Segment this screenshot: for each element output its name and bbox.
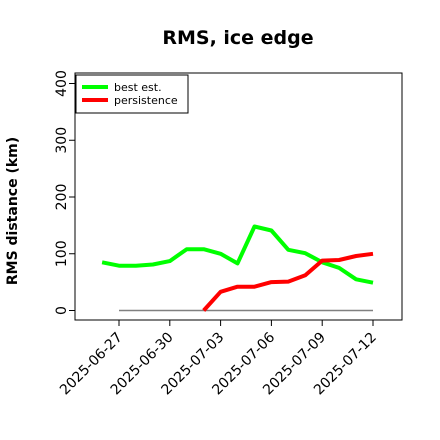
y-axis-label: RMS distance (km) <box>5 137 21 285</box>
legend-label: best est. <box>114 81 162 94</box>
y-tick-label: 200 <box>54 184 70 211</box>
legend-box <box>75 74 189 114</box>
y-tick-label: 400 <box>54 70 70 97</box>
chart-title: RMS, ice edge <box>162 27 313 49</box>
y-tick-label: 300 <box>54 127 70 154</box>
series-line-best-est <box>101 224 374 285</box>
legend: best est.persistence <box>75 74 189 114</box>
y-tick-label: 100 <box>54 240 70 267</box>
y-tick-label: 0 <box>54 306 70 315</box>
series-line-persistence <box>202 251 374 312</box>
legend-label: persistence <box>114 94 178 107</box>
